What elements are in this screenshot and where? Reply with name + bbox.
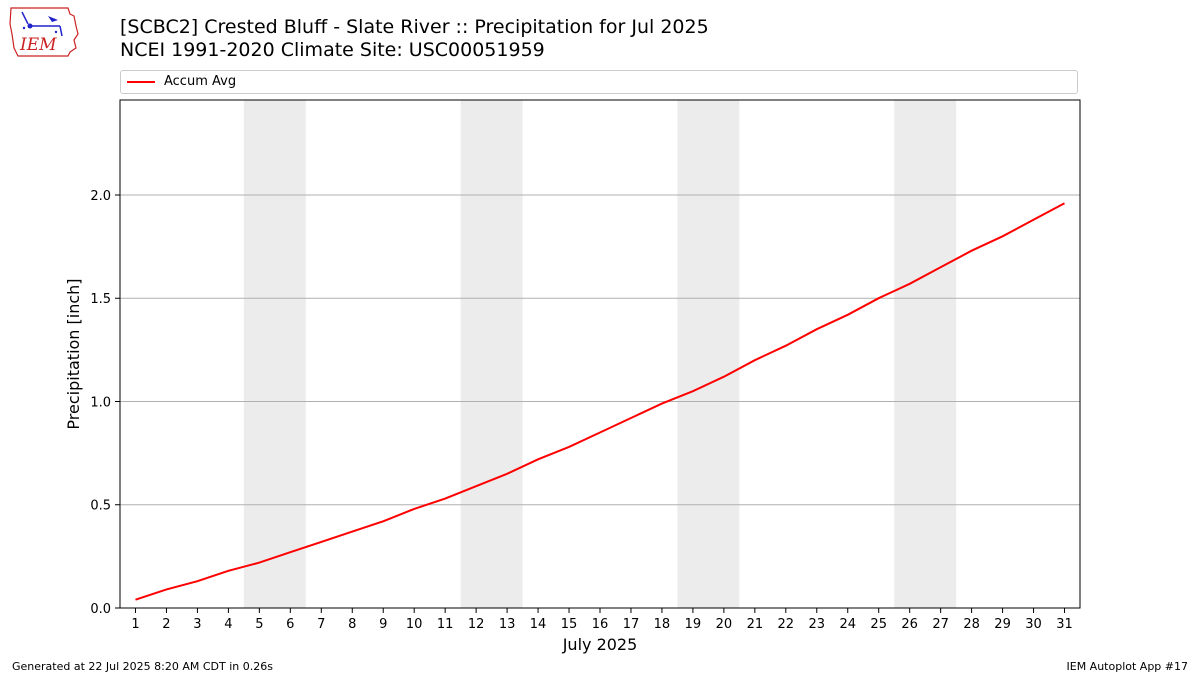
x-tick-label-11: 11 [437,617,454,632]
legend-swatch-accum-avg [127,81,155,83]
weekend-band-3 [677,100,740,608]
legend-label-accum-avg: Accum Avg [164,74,237,89]
y-tick-label-1: 0.5 [90,499,111,514]
x-tick-label-19: 19 [685,617,702,632]
x-tick-label-8: 8 [348,617,356,632]
x-tick-label-3: 3 [193,617,201,632]
x-tick-label-7: 7 [317,617,325,632]
x-tick-label-26: 26 [901,617,918,632]
weekend-band-2 [460,100,523,608]
x-tick-label-25: 25 [870,617,887,632]
iem-logo: IEM [9,7,79,57]
x-tick-label-17: 17 [623,617,640,632]
x-tick-label-9: 9 [379,617,387,632]
x-tick-label-1: 1 [131,617,139,632]
x-tick-label-30: 30 [1025,617,1042,632]
generated-timestamp: Generated at 22 Jul 2025 8:20 AM CDT in … [12,660,273,673]
legend: Accum Avg [120,70,1078,94]
app-credit: IEM Autoplot App #17 [1066,660,1189,673]
x-axis-label: July 2025 [562,635,638,654]
x-tick-label-2: 2 [162,617,170,632]
x-tick-label-6: 6 [286,617,294,632]
x-tick-label-4: 4 [224,617,232,632]
x-tick-label-23: 23 [809,617,826,632]
x-tick-label-5: 5 [255,617,263,632]
series-line-0 [135,202,1065,601]
x-tick-label-16: 16 [592,617,609,632]
x-tick-label-12: 12 [468,617,485,632]
x-tick-label-18: 18 [654,617,671,632]
logo-text: IEM [19,35,57,55]
x-tick-label-29: 29 [994,617,1011,632]
weekend-band-1 [243,100,306,608]
chart-title: [SCBC2] Crested Bluff - Slate River :: P… [120,16,709,38]
x-tick-label-28: 28 [963,617,980,632]
y-tick-label-0: 0.0 [90,602,111,617]
x-tick-label-13: 13 [499,617,516,632]
y-tick-label-3: 1.5 [90,292,111,307]
x-tick-label-20: 20 [716,617,733,632]
y-tick-label-2: 1.0 [90,395,111,410]
y-axis-label: Precipitation [inch] [64,278,83,429]
weekend-band-4 [894,100,957,608]
x-tick-label-15: 15 [561,617,578,632]
x-tick-label-14: 14 [530,617,547,632]
x-tick-label-27: 27 [932,617,949,632]
x-tick-label-22: 22 [778,617,795,632]
x-tick-label-10: 10 [406,617,423,632]
y-tick-label-4: 2.0 [90,189,111,204]
chart-subtitle: NCEI 1991-2020 Climate Site: USC00051959 [120,39,545,61]
x-tick-label-31: 31 [1056,617,1073,632]
x-tick-label-21: 21 [747,617,764,632]
x-tick-label-24: 24 [839,617,856,632]
